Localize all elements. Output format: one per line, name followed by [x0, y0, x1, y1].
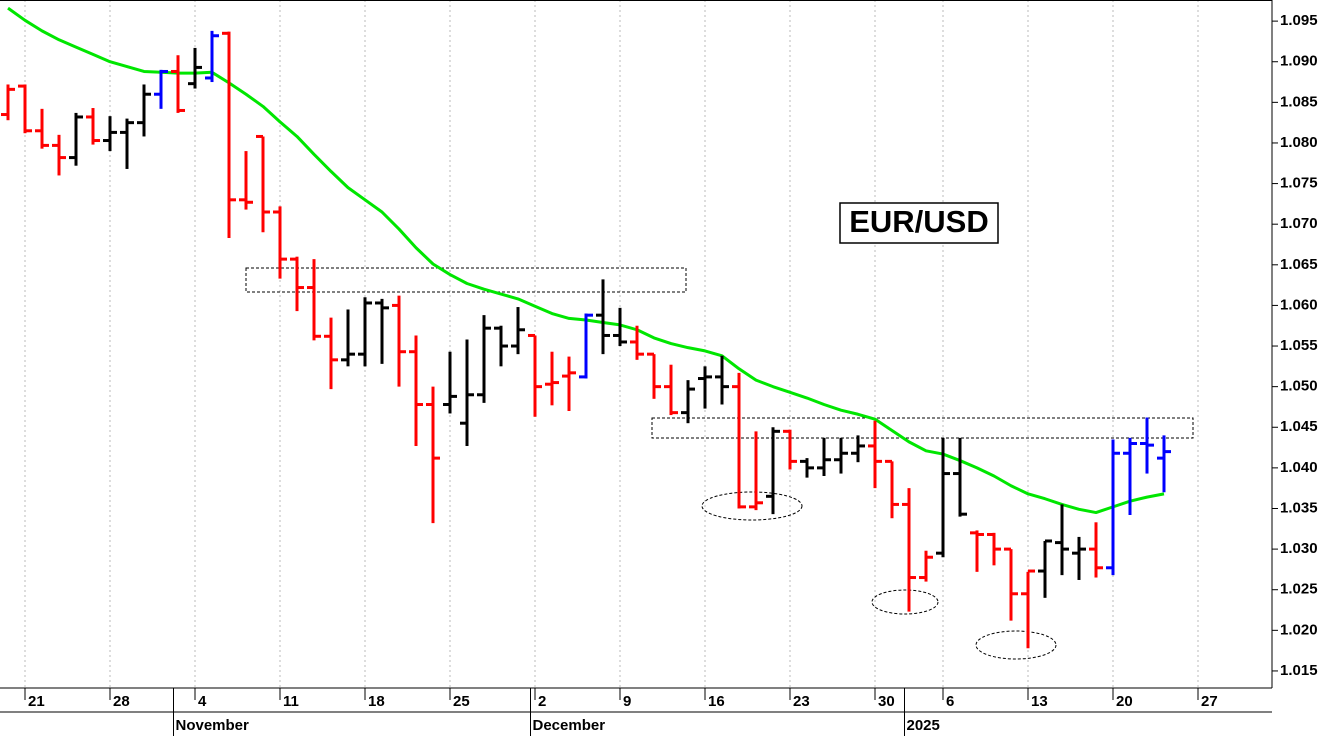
chart-title: EUR/USD — [849, 204, 989, 239]
x-group-label: November — [176, 717, 250, 734]
x-tick-label: 4 — [198, 693, 207, 710]
y-tick-label: 1.090 — [1280, 53, 1318, 70]
y-tick-label: 1.075 — [1280, 175, 1318, 192]
x-tick-label: 18 — [368, 693, 385, 710]
y-tick-label: 1.045 — [1280, 418, 1318, 435]
x-tick-label: 21 — [28, 693, 45, 710]
x-tick-label: 20 — [1116, 693, 1133, 710]
y-tick-label: 1.065 — [1280, 256, 1318, 273]
x-group-label: 2025 — [907, 717, 940, 734]
x-tick-label: 23 — [793, 693, 810, 710]
y-tick-label: 1.035 — [1280, 499, 1318, 516]
x-tick-label: 2 — [538, 693, 546, 710]
y-tick-label: 1.095 — [1280, 12, 1318, 29]
x-tick-label: 16 — [708, 693, 725, 710]
low-marker — [701, 491, 803, 521]
y-tick-label: 1.060 — [1280, 296, 1318, 313]
low-marker — [871, 589, 939, 615]
y-tick-label: 1.070 — [1280, 215, 1318, 232]
y-tick-label: 1.025 — [1280, 581, 1318, 598]
y-tick-label: 1.050 — [1280, 378, 1318, 395]
y-tick-label: 1.085 — [1280, 93, 1318, 110]
y-tick-label: 1.040 — [1280, 459, 1318, 476]
resistance-box — [651, 417, 1194, 439]
y-tick-label: 1.055 — [1280, 337, 1318, 354]
title-box — [839, 202, 999, 244]
resistance-box — [245, 267, 687, 293]
x-tick-label: 30 — [878, 693, 895, 710]
y-tick-label: 1.020 — [1280, 621, 1318, 638]
x-tick-label: 25 — [453, 693, 470, 710]
x-tick-label: 27 — [1201, 693, 1218, 710]
y-tick-label: 1.030 — [1280, 540, 1318, 557]
x-tick-label: 6 — [946, 693, 954, 710]
x-tick-label: 11 — [283, 693, 299, 710]
x-tick-label: 28 — [113, 693, 130, 710]
x-group-label: December — [533, 717, 606, 734]
marks — [1, 6, 1171, 649]
x-tick-label: 13 — [1031, 693, 1048, 710]
low-marker — [975, 630, 1057, 660]
y-tick-label: 1.015 — [1280, 662, 1318, 679]
y-tick-label: 1.080 — [1280, 134, 1318, 151]
x-tick-label: 9 — [623, 693, 631, 710]
